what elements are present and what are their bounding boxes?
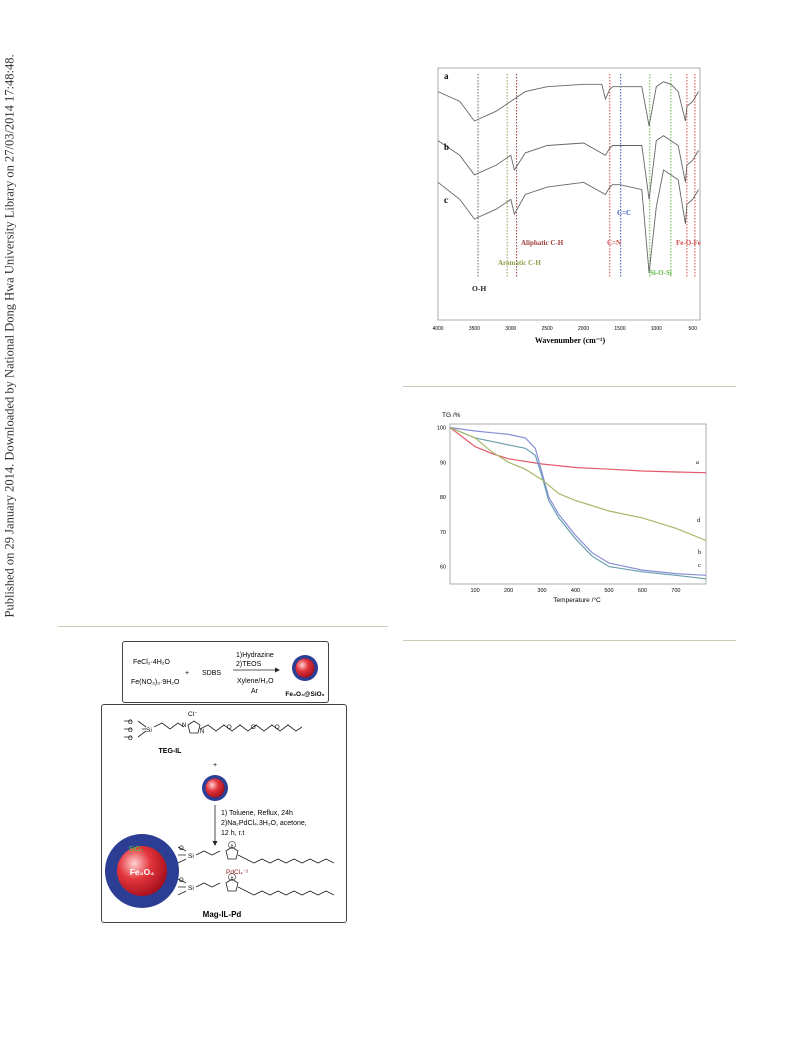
si-label: Si: [188, 853, 194, 860]
tga-series-d: [449, 426, 707, 542]
reagent-feno3: Fe(NO₃)₃·9H₂O: [131, 679, 180, 686]
reaction-arrow: [233, 667, 280, 673]
tga-y-tick-label: 70: [440, 530, 446, 536]
nanoparticle-icon: [202, 775, 228, 801]
o-label: O: [275, 725, 280, 731]
ftir-annot-siosi: Si-O-Si: [650, 269, 672, 277]
fe3o4-core-label: Fe₃O₄: [130, 867, 155, 877]
solvent-xylene: Xylene/H₂O: [237, 678, 274, 685]
cation-charge-icon: +: [231, 875, 234, 881]
tga-y-tick-label: 60: [440, 565, 446, 571]
scheme-step2-graphic: O O O Si N N O O O Cl⁻ TEG-IL + 1) Tolue…: [105, 711, 335, 919]
step-teos: 2)TEOS: [236, 661, 262, 668]
ftir-x-tick-label: 2500: [542, 326, 553, 332]
o-label: O: [227, 725, 232, 731]
tga-y-axis-label: TG /%: [442, 412, 461, 419]
mag-il-pd-label: Mag-IL-Pd: [203, 910, 242, 919]
cation-charge-icon: +: [231, 843, 234, 849]
tga-curve-label-d: d: [697, 517, 701, 524]
si-label: Si: [146, 727, 152, 734]
teg-il-label: TEG-IL: [159, 748, 183, 755]
o-label: O: [179, 846, 184, 852]
ftir-x-tick-label: 3000: [505, 326, 516, 332]
solvent-ar: Ar: [251, 688, 259, 695]
reagent-fecl2: FeCl₂·4H₂O: [133, 659, 170, 666]
tga-x-tick-label: 600: [638, 588, 647, 594]
cation-charge-icon: [228, 873, 236, 881]
tga-y-tick-label: 100: [437, 425, 446, 431]
tga-x-axis-label: Temperature /°C: [553, 596, 601, 604]
tga-series-b: [449, 426, 707, 576]
divider: [58, 626, 388, 627]
n-label: N: [200, 729, 204, 735]
reaction-arrow: [212, 805, 218, 846]
tga-curve-label-a: a: [696, 459, 699, 466]
ftir-x-tick-label: 500: [689, 326, 698, 332]
tga-curve-label-c: c: [698, 562, 701, 569]
o-label: O: [179, 878, 184, 884]
o-label: O: [251, 725, 256, 731]
chloride-anion: Cl⁻: [188, 711, 198, 718]
ftir-annot-cn: C=N: [607, 239, 621, 247]
reagent-sdbs: SDBS: [202, 670, 221, 677]
download-watermark: Published on 29 January 2014. Downloaded…: [2, 54, 17, 618]
ftir-x-tick-label: 4000: [432, 326, 443, 332]
ftir-series-c: [437, 169, 699, 273]
ftir-annot-feofe: Fe-O-Fe: [676, 239, 701, 247]
n-label: N: [182, 723, 186, 729]
tga-series-a: [449, 427, 707, 474]
ftir-x-tick-label: 3500: [469, 326, 480, 332]
tga-y-tick-label: 90: [440, 460, 446, 466]
step-hydrazine: 1)Hydrazine: [236, 652, 274, 659]
ftir-x-axis-label: Wavenumber (cm⁻¹): [535, 336, 606, 345]
tga-series-c: [449, 426, 707, 580]
divider: [403, 640, 736, 641]
ftir-series-a: [437, 81, 699, 126]
ftir-annot-aliphatic: Aliphatic C-H: [521, 239, 564, 247]
o-label: O: [128, 736, 133, 742]
mag-il-pd-particle: [105, 834, 179, 908]
tga-x-tick-label: 500: [604, 588, 613, 594]
surface-chains: [177, 846, 335, 896]
ftir-annot-aromatic: Aromatic C-H: [498, 259, 541, 267]
tga-x-tick-label: 200: [504, 588, 513, 594]
tga-x-tick-label: 400: [571, 588, 580, 594]
ftir-x-tick-label: 1500: [614, 326, 625, 332]
teg-il-structure: [124, 720, 303, 738]
divider: [403, 386, 736, 387]
ftir-series-b: [437, 135, 699, 200]
o-label: O: [128, 720, 133, 726]
pdcl4-anion-label: PdCl₄⁻²: [226, 869, 249, 876]
tga-y-tick-label: 80: [440, 495, 446, 501]
plus-sign: +: [185, 670, 189, 677]
sio2-shell-label: SiO₂: [129, 846, 144, 853]
ftir-curve-label-b: b: [444, 142, 449, 152]
condition-toluene: 1) Toluene, Reflux, 24h: [221, 810, 293, 817]
si-label: Si: [188, 885, 194, 892]
tga-x-tick-label: 100: [471, 588, 480, 594]
cation-charge-icon: [228, 841, 236, 849]
condition-time: 12 h, r.t: [221, 830, 244, 837]
scheme-step1-box: FeCl₂·4H₂O Fe(NO₃)₃·9H₂O + SDBS 1)Hydraz…: [122, 641, 329, 703]
ftir-curve-label-c: c: [444, 195, 448, 205]
nanoparticle-icon: [292, 655, 318, 681]
plus-sign: +: [213, 762, 217, 769]
tga-x-tick-label: 300: [537, 588, 546, 594]
tga-curve-label-b: b: [698, 549, 701, 556]
o-label: O: [128, 728, 133, 734]
ftir-plot-frame: [437, 67, 701, 321]
scheme-step1-graphic: FeCl₂·4H₂O Fe(NO₃)₃·9H₂O + SDBS 1)Hydraz…: [131, 652, 325, 698]
ftir-x-tick-label: 1000: [651, 326, 662, 332]
ftir-annot-cc: C=C: [617, 209, 631, 217]
product-fe3o4-sio2: Fe₃O₄@SiO₂: [285, 691, 324, 698]
tga-x-tick-label: 700: [671, 588, 680, 594]
ftir-curve-label-a: a: [444, 71, 449, 81]
tga-plot-frame: [449, 423, 707, 585]
ftir-x-tick-label: 2000: [578, 326, 589, 332]
scheme-step2-box: O O O Si N N O O O Cl⁻ TEG-IL + 1) Tolue…: [101, 704, 347, 923]
ftir-chart: a b c O-H Aromatic C-H Aliphatic C-H C=N…: [432, 67, 701, 345]
ftir-annot-oh: O-H: [472, 284, 486, 293]
condition-na2pdcl4: 2)Na₂PdCl₄.3H₂O, acetone,: [221, 820, 307, 827]
